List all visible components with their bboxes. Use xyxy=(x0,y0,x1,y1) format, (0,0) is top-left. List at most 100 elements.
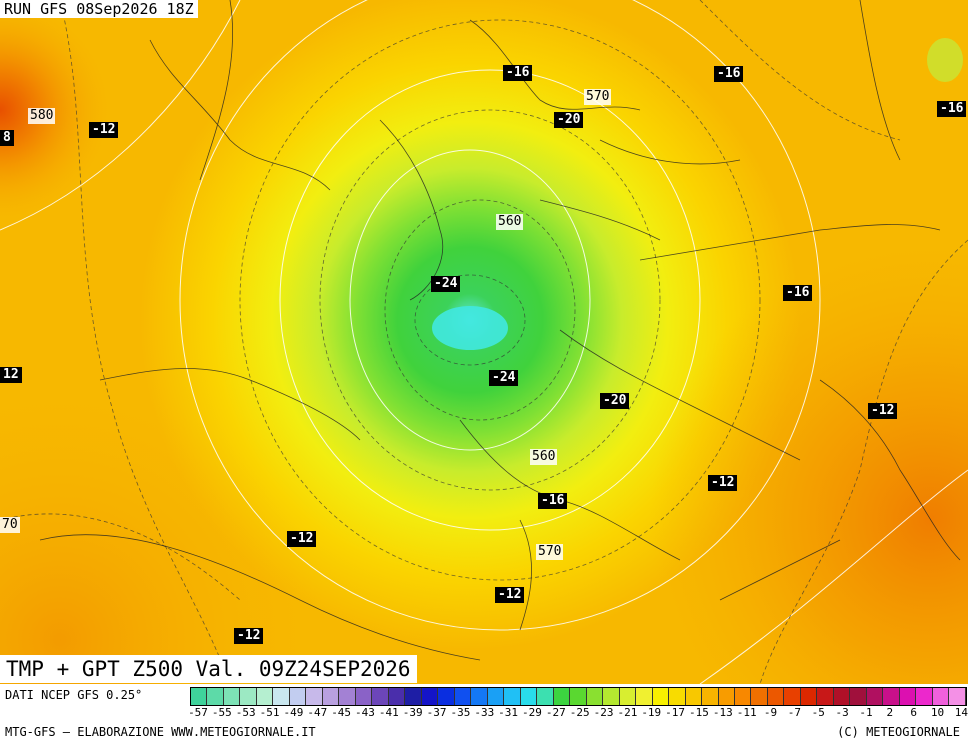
scale-tick-label: -9 xyxy=(763,706,778,719)
scale-tick-label: -21 xyxy=(617,706,638,719)
run-label: RUN GFS 08Sep2026 18Z xyxy=(0,0,198,18)
temp-label: 8 xyxy=(0,130,14,146)
temp-label: -24 xyxy=(489,370,519,386)
scale-tick-label: -41 xyxy=(378,706,399,719)
temp-label: -16 xyxy=(538,493,568,509)
footer-credit: MTG-GFS — ELABORAZIONE WWW.METEOGIORNALE… xyxy=(5,725,316,739)
color-swatch xyxy=(504,688,521,705)
scale-tick-label: -35 xyxy=(450,706,471,719)
scale-tick-label: -57 xyxy=(188,706,208,719)
color-swatch xyxy=(405,688,422,705)
scale-tick-label: 6 xyxy=(910,706,917,719)
scale-tick-label: -37 xyxy=(426,706,447,719)
color-swatch xyxy=(306,688,323,705)
color-swatch xyxy=(603,688,620,705)
scale-tick-label: -47 xyxy=(307,706,328,719)
color-swatch xyxy=(553,688,571,705)
color-swatch xyxy=(636,688,653,705)
color-swatch xyxy=(537,688,554,705)
color-swatch xyxy=(289,688,307,705)
color-swatch xyxy=(421,688,439,705)
color-swatch xyxy=(833,688,851,705)
scale-tick-label: -49 xyxy=(283,706,304,719)
temp-label: 12 xyxy=(0,367,22,383)
temperature-field xyxy=(0,0,968,684)
color-swatch xyxy=(322,688,340,705)
color-swatch xyxy=(570,688,587,705)
color-swatch xyxy=(520,688,538,705)
scale-tick-label: -39 xyxy=(402,706,423,719)
scale-tick-label: -19 xyxy=(641,706,662,719)
data-source: DATI NCEP GFS 0.25° xyxy=(5,688,143,702)
color-swatch xyxy=(817,688,834,705)
gpt-label: 580 xyxy=(28,108,56,124)
gpt-label: 560 xyxy=(530,449,558,465)
temp-label: -12 xyxy=(287,531,317,547)
scale-tick-label: -25 xyxy=(569,706,590,719)
color-swatch xyxy=(916,688,933,705)
color-swatch xyxy=(850,688,867,705)
color-swatch xyxy=(784,688,801,705)
scale-tick-label: -53 xyxy=(235,706,256,719)
temp-label: -12 xyxy=(708,475,738,491)
color-swatch xyxy=(273,688,290,705)
scale-tick-label: -31 xyxy=(498,706,519,719)
color-swatch xyxy=(586,688,604,705)
scale-tick-label: -29 xyxy=(522,706,542,719)
color-swatch xyxy=(932,688,950,705)
scale-tick-label: -51 xyxy=(259,706,280,719)
color-swatch xyxy=(372,688,389,705)
color-scale-ticks: -57 -55 -53 -51 -49 -47 -45 -43 -41 -39 -37 -35 -33-… xyxy=(188,706,968,722)
scale-tick-label: -1 xyxy=(859,706,873,719)
scale-tick-label: -23 xyxy=(593,706,614,719)
temp-label: -20 xyxy=(554,112,584,128)
gpt-label: 570 xyxy=(536,544,564,560)
color-swatch xyxy=(240,688,257,705)
color-swatch xyxy=(471,688,488,705)
scale-tick-label: -45 xyxy=(331,706,352,719)
temp-label: -12 xyxy=(495,587,525,603)
color-swatch xyxy=(718,688,735,705)
gpt-label: 570 xyxy=(584,89,612,105)
temp-label: -12 xyxy=(89,122,119,138)
temp-label: -24 xyxy=(431,276,461,292)
color-swatch xyxy=(883,688,900,705)
scale-tick-label: -13 xyxy=(712,706,733,719)
scale-tick-label: -5 xyxy=(811,706,825,719)
color-swatch xyxy=(669,688,686,705)
color-swatch xyxy=(207,688,224,705)
color-swatch xyxy=(256,688,274,705)
scale-tick-label: -3 xyxy=(835,706,849,719)
temp-label: -16 xyxy=(937,101,967,117)
color-swatch xyxy=(223,688,241,705)
color-swatch xyxy=(454,688,472,705)
scale-tick-label: 14 xyxy=(954,706,968,719)
temp-label: -16 xyxy=(714,66,744,82)
color-swatch xyxy=(339,688,356,705)
scale-tick-label: -17 xyxy=(665,706,686,719)
scale-tick-label: 2 xyxy=(886,706,894,719)
scale-tick-label: -55 xyxy=(211,706,232,719)
scale-tick-label: -15 xyxy=(689,706,709,719)
color-swatch xyxy=(734,688,752,705)
color-swatch xyxy=(767,688,785,705)
color-swatch xyxy=(652,688,670,705)
temp-label: -12 xyxy=(234,628,264,644)
gpt-label: 70 xyxy=(0,517,20,533)
temp-label: -16 xyxy=(783,285,813,301)
color-swatch xyxy=(702,688,719,705)
scale-tick-label: -43 xyxy=(355,706,375,719)
color-swatch xyxy=(487,688,505,705)
color-swatch xyxy=(438,688,455,705)
scale-tick-label: 10 xyxy=(930,706,945,719)
temp-label: -12 xyxy=(868,403,898,419)
color-swatch xyxy=(191,688,208,705)
color-swatch xyxy=(899,688,917,705)
footer-copyright: (C) METEOGIORNALE xyxy=(837,725,960,739)
color-swatch xyxy=(866,688,884,705)
scale-tick-label: -27 xyxy=(545,706,566,719)
temp-label: -16 xyxy=(503,65,533,81)
color-swatch xyxy=(685,688,703,705)
color-swatch xyxy=(949,688,966,705)
map-title: TMP + GPT Z500 Val. 09Z24SEP2026 xyxy=(0,655,417,683)
